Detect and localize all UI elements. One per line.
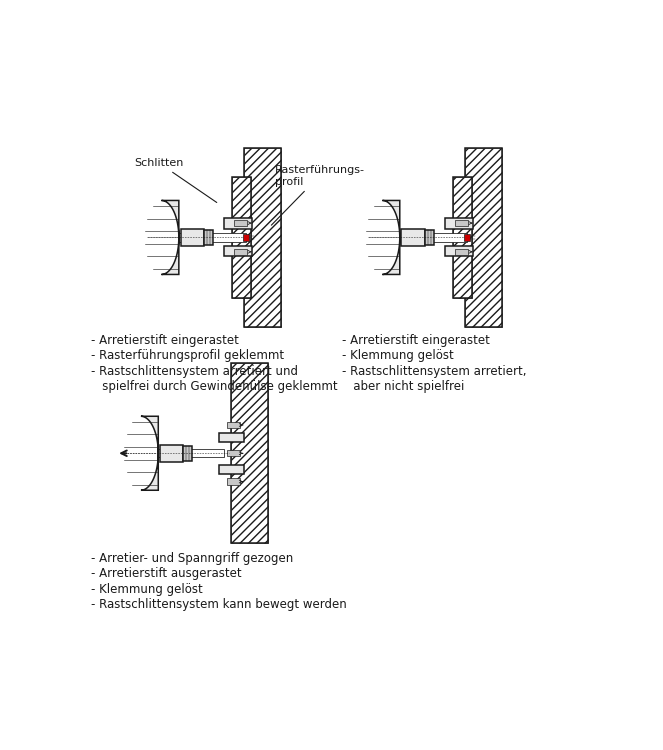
Bar (232, 177, 251, 298)
Bar (455, 249, 468, 255)
Text: - Arretierstift eingerastet: - Arretierstift eingerastet (91, 334, 239, 347)
Bar (232, 177, 251, 298)
Bar (227, 422, 239, 428)
Bar (183, 446, 192, 461)
Bar (445, 246, 473, 256)
Bar (179, 233, 246, 242)
Bar (453, 177, 472, 298)
Bar (224, 246, 253, 256)
Text: - Rasterführungsprofil geklemmt: - Rasterführungsprofil geklemmt (91, 350, 284, 362)
Bar (227, 450, 239, 456)
Text: aber nicht spielfrei: aber nicht spielfrei (342, 380, 465, 393)
Polygon shape (162, 200, 179, 274)
Bar (402, 229, 424, 246)
Text: - Rastschlittensystem arretiert und: - Rastschlittensystem arretiert und (91, 365, 298, 378)
Bar (463, 234, 470, 241)
Text: Schlitten: Schlitten (134, 158, 217, 203)
Bar (455, 220, 468, 226)
Bar (244, 148, 280, 327)
Text: - Arretierstift eingerastet: - Arretierstift eingerastet (342, 334, 490, 347)
Bar (453, 177, 472, 298)
Bar (244, 148, 280, 327)
Bar (235, 249, 247, 255)
Text: - Rastschlittensystem kann bewegt werden: - Rastschlittensystem kann bewegt werden (91, 598, 346, 611)
Bar (465, 148, 502, 327)
Bar (158, 449, 224, 458)
Text: - Klemmung gelöst: - Klemmung gelöst (91, 583, 202, 596)
Bar (219, 433, 244, 442)
Bar (227, 478, 239, 484)
Bar (231, 363, 268, 543)
Bar (243, 234, 249, 241)
Bar (219, 464, 244, 474)
Text: - Arretier- und Spanngriff gezogen: - Arretier- und Spanngriff gezogen (91, 552, 293, 565)
Text: Rasterführungs-
profil: Rasterführungs- profil (271, 165, 365, 225)
Polygon shape (141, 416, 158, 491)
Bar (204, 230, 213, 245)
Text: - Klemmung gelöst: - Klemmung gelöst (342, 350, 454, 362)
Bar (160, 445, 183, 462)
Bar (465, 148, 502, 327)
Bar (424, 230, 434, 245)
Bar (231, 363, 268, 543)
Bar (400, 233, 467, 242)
Text: spielfrei durch Gewindehülse geklemmt: spielfrei durch Gewindehülse geklemmt (91, 380, 337, 393)
Bar (445, 218, 473, 229)
Bar (235, 220, 247, 226)
Bar (180, 229, 204, 246)
Text: - Arretierstift ausgerastet: - Arretierstift ausgerastet (91, 567, 241, 580)
Text: - Rastschlittensystem arretiert,: - Rastschlittensystem arretiert, (342, 365, 527, 378)
Polygon shape (383, 200, 400, 274)
Bar (224, 218, 253, 229)
